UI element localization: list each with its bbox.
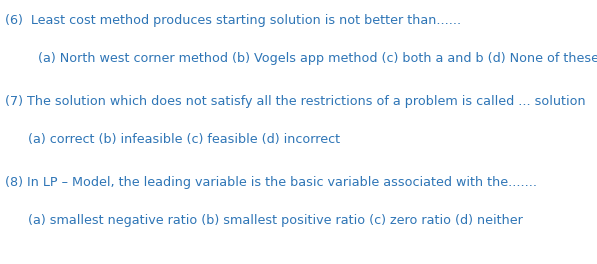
Text: (6)  Least cost method produces starting solution is not better than......: (6) Least cost method produces starting … [5, 14, 461, 27]
Text: (a) correct (b) infeasible (c) feasible (d) incorrect: (a) correct (b) infeasible (c) feasible … [28, 133, 340, 146]
Text: (7) The solution which does not satisfy all the restrictions of a problem is cal: (7) The solution which does not satisfy … [5, 95, 586, 108]
Text: (a) North west corner method (b) Vogels app method (c) both a and b (d) None of : (a) North west corner method (b) Vogels … [38, 52, 597, 65]
Text: (8) In LP – Model, the leading variable is the basic variable associated with th: (8) In LP – Model, the leading variable … [5, 176, 537, 189]
Text: (a) smallest negative ratio (b) smallest positive ratio (c) zero ratio (d) neith: (a) smallest negative ratio (b) smallest… [28, 214, 523, 227]
